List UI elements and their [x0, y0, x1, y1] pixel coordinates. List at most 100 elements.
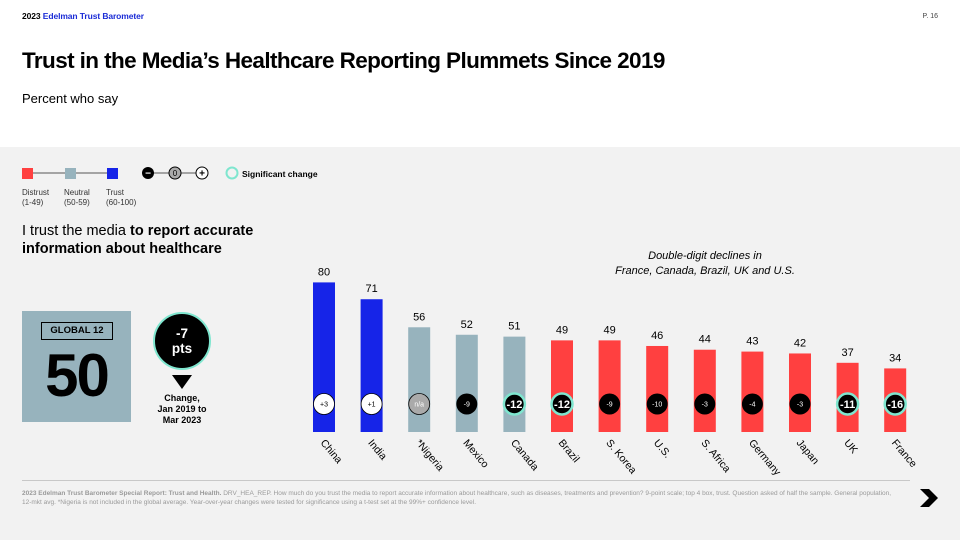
annotation-line1: Double-digit declines in — [648, 250, 762, 262]
bar-value-label: 46 — [651, 330, 663, 342]
change-label: n/a — [414, 402, 424, 409]
change-marker — [646, 393, 668, 415]
category-label: Japan — [794, 437, 822, 467]
legend-neutral-swatch — [65, 168, 76, 179]
bar — [693, 349, 716, 432]
change-label: -12 — [506, 399, 522, 411]
bar-value-label: 52 — [461, 319, 473, 331]
change-label: +1 — [368, 402, 376, 409]
global-change-badge: -7 pts — [153, 312, 211, 370]
legend-trust-label: Trust — [106, 188, 124, 197]
footnote: 2023 Edelman Trust Barometer Special Rep… — [22, 489, 902, 507]
change-marker — [313, 393, 335, 415]
change-label: -4 — [749, 402, 755, 409]
legend-significant-icon — [225, 166, 239, 180]
legend: − 0 + — [22, 166, 239, 180]
change-caption-line1: Change, — [164, 393, 200, 403]
category-label: U.S. — [651, 437, 673, 460]
change-marker — [408, 393, 431, 415]
category-label: Brazil — [556, 437, 582, 465]
global-value: 50 — [45, 342, 110, 409]
change-marker — [741, 393, 763, 415]
legend-neutral-label: Neutral — [64, 188, 90, 197]
legend-positive-symbol: + — [199, 169, 205, 180]
category-label: *Nigeria — [413, 437, 446, 473]
category-label: France — [889, 437, 919, 470]
category-label: S. Korea — [603, 437, 639, 476]
category-label: Canada — [508, 437, 541, 473]
bar — [598, 340, 621, 432]
change-marker — [835, 392, 860, 416]
legend-zero-icon — [168, 166, 182, 180]
annotation-line2: France, Canada, Brazil, UK and U.S. — [615, 265, 795, 277]
bar-value-label: 56 — [413, 311, 425, 323]
change-label: -9 — [606, 402, 612, 409]
global-label: GLOBAL 12 — [41, 322, 113, 340]
legend-zero-symbol: 0 — [173, 169, 178, 178]
legend-distrust-text: Distrust (1-49) — [22, 188, 49, 208]
category-label: UK — [841, 437, 860, 456]
change-caption: Change, Jan 2019 to Mar 2023 — [140, 393, 224, 426]
change-marker — [599, 393, 621, 415]
change-label: -11 — [840, 399, 855, 411]
change-label: +3 — [320, 402, 328, 409]
legend-negative-symbol: − — [145, 169, 151, 180]
legend-negative-icon — [142, 167, 154, 179]
bar-value-label: 71 — [365, 283, 377, 295]
bar-value-label: 49 — [556, 324, 568, 336]
global-change-value: -7 — [175, 326, 188, 341]
change-marker — [360, 393, 383, 415]
bar — [455, 334, 478, 432]
bar-value-label: 80 — [318, 266, 330, 278]
question-bold: to report accurate information about hea… — [22, 223, 254, 257]
footer-divider — [22, 480, 910, 481]
global-average-box: GLOBAL 12 50 — [22, 311, 131, 422]
bar-value-label: 37 — [841, 347, 853, 359]
top-area — [0, 0, 960, 147]
category-label: S. Africa — [699, 437, 733, 475]
brand-year: 2023 — [22, 11, 41, 21]
legend-significant-label: Significant change — [242, 169, 318, 179]
bar — [408, 327, 431, 432]
bar-chart: 80 +3 China 71 +1 India 56 n/a *Nigeria 52 -9 Mexic… — [313, 266, 919, 479]
legend-distrust-range: (1-49) — [22, 198, 44, 207]
global-change-unit: pts — [171, 341, 193, 356]
chart-annotation: Double-digit declines in France, Canada,… — [600, 249, 810, 279]
change-label: -3 — [797, 402, 803, 409]
bar — [646, 345, 669, 432]
bar-value-label: 44 — [699, 334, 711, 346]
change-caption-line2: Jan 2019 to — [157, 404, 207, 414]
change-label: -10 — [652, 402, 662, 409]
bar — [741, 351, 764, 432]
question-text: I trust the media to report accurate inf… — [22, 223, 322, 258]
legend-positive-icon — [195, 166, 209, 180]
bar-value-label: 42 — [794, 337, 806, 349]
question-prefix: I trust the media — [22, 223, 130, 239]
legend-neutral-range: (50-59) — [64, 198, 90, 207]
change-marker — [694, 393, 716, 415]
bar-value-label: 43 — [746, 336, 758, 348]
change-marker — [789, 393, 811, 415]
change-label: -16 — [887, 399, 903, 411]
category-label: Germany — [746, 437, 783, 478]
page-title: Trust in the Media’s Healthcare Reportin… — [22, 48, 665, 73]
brand-header: 2023 Edelman Trust Barometer — [22, 11, 144, 21]
change-label: -12 — [554, 399, 570, 411]
bar-value-label: 49 — [603, 324, 615, 336]
brand-name: Edelman Trust Barometer — [42, 11, 144, 21]
footnote-text: DRV_HEA_REP. How much do you trust the m… — [22, 490, 892, 506]
legend-trust-text: Trust (60-100) — [106, 188, 136, 208]
legend-distrust-swatch — [22, 168, 33, 179]
change-caption-line3: Mar 2023 — [162, 415, 202, 425]
change-marker — [456, 393, 478, 415]
category-label: China — [318, 437, 345, 466]
page-subtitle: Percent who say — [22, 91, 119, 106]
next-arrow-icon[interactable] — [919, 488, 939, 508]
bar — [551, 340, 573, 432]
legend-trust-range: (60-100) — [106, 198, 137, 207]
category-label: Mexico — [461, 437, 492, 470]
legend-neutral-text: Neutral (50-59) — [64, 188, 90, 208]
bar-value-label: 51 — [508, 321, 520, 333]
change-marker — [883, 392, 907, 416]
category-label: India — [365, 437, 389, 462]
